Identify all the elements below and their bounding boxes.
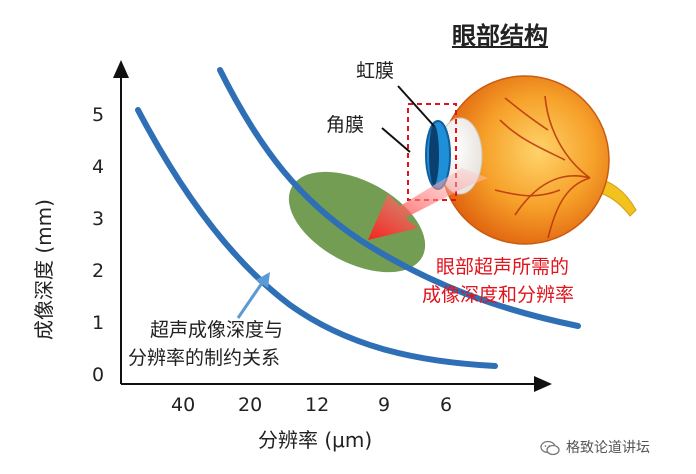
tradeoff-curve-lower <box>135 107 498 369</box>
tradeoff-curve-upper <box>217 67 581 329</box>
y-tick: 0 <box>92 364 105 386</box>
iris-label: 虹膜 <box>356 60 395 82</box>
x-tick: 6 <box>440 394 453 416</box>
curve-note-line2: 分辨率的制约关系 <box>128 347 281 369</box>
curve-pointer-arrow <box>236 272 270 319</box>
requirement-note-line1: 眼部超声所需的 <box>436 256 570 278</box>
watermark-text: 格致论道讲坛 <box>566 440 650 456</box>
y-tick: 1 <box>92 312 105 334</box>
curve-note-line1: 超声成像深度与 <box>150 319 284 341</box>
y-axis-label: 成像深度 (mm) <box>32 199 56 340</box>
eye-to-region-arrow <box>368 168 488 240</box>
y-tick: 3 <box>92 208 105 230</box>
diagram-title: 眼部结构 <box>452 22 548 50</box>
x-axis <box>121 376 552 392</box>
y-tick: 5 <box>92 104 105 126</box>
wechat-icon <box>540 440 560 456</box>
x-tick: 12 <box>305 394 330 416</box>
eye-illustration <box>407 75 637 245</box>
watermark: 格致论道讲坛 <box>540 440 650 456</box>
x-tick: 40 <box>171 394 196 416</box>
cornea-label: 角膜 <box>326 114 365 136</box>
requirement-note-line2: 成像深度和分辨率 <box>422 284 575 306</box>
x-tick: 9 <box>378 394 391 416</box>
y-tick: 4 <box>92 156 105 178</box>
target-region-ellipse <box>288 171 426 273</box>
y-axis <box>113 60 129 384</box>
cornea-leader-line <box>381 127 411 153</box>
x-tick: 20 <box>238 394 263 416</box>
y-tick: 2 <box>92 260 105 282</box>
x-axis-label: 分辨率 (μm) <box>258 428 373 452</box>
iris-leader-line <box>397 85 435 127</box>
